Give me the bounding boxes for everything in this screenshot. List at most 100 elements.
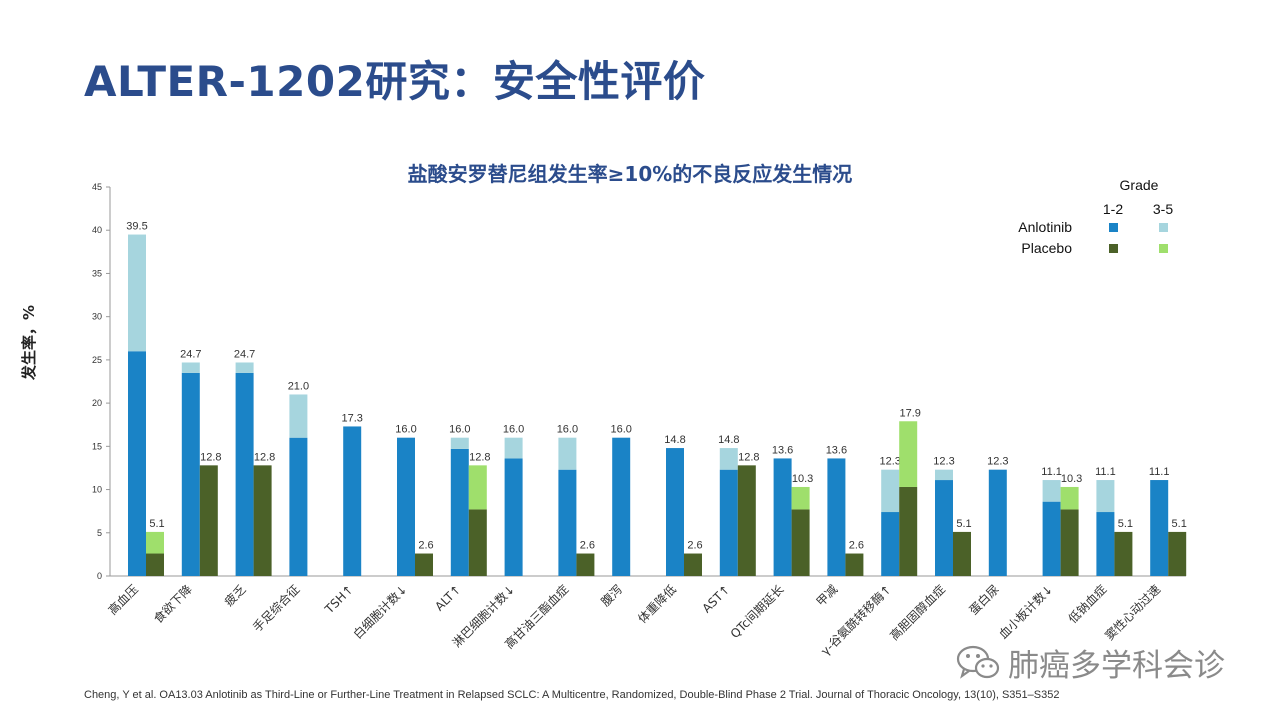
legend-swatch [1109,244,1118,253]
bar-anlotinib-grade-1-2 [128,351,146,576]
y-tick-label: 45 [92,182,102,192]
data-label-placebo: 12.8 [738,451,759,463]
bar-anlotinib-grade-3-5 [235,362,254,373]
bar-placebo-grade-1-2 [576,553,595,576]
bar-placebo-grade-3-5 [791,486,810,510]
bar-anlotinib-grade-1-2 [235,372,254,576]
category-label: 甲减 [814,582,841,609]
y-tick-label: 35 [92,268,102,278]
bar-anlotinib-grade-1-2 [558,469,577,576]
bar-placebo-grade-1-2 [737,465,756,576]
bar-placebo-grade-1-2 [1168,531,1187,576]
data-label-placebo: 2.6 [580,540,595,552]
data-label-anlotinib: 16.0 [503,424,524,436]
category-label: TSH↑ [322,582,357,617]
watermark: 肺癌多学科会诊 [956,640,1225,685]
category-label: 高血压 [105,582,141,618]
legend-column-label: 3-5 [1153,201,1173,217]
bar-anlotinib-grade-1-2 [1096,512,1115,576]
bar-anlotinib-grade-3-5 [128,234,146,352]
data-label-anlotinib: 12.3 [987,456,1008,468]
bar-placebo-grade-1-2 [684,553,702,576]
data-label-anlotinib: 12.3 [879,456,900,468]
data-label-anlotinib: 11.1 [1041,466,1062,478]
y-tick-label: 25 [92,355,102,365]
category-label: 白细胞计数↓ [350,582,410,642]
y-tick-label: 5 [97,528,102,538]
category-label: 体重降低 [635,582,679,626]
bar-anlotinib-grade-1-2 [181,372,200,576]
bar-placebo-grade-1-2 [146,553,164,576]
y-tick-label: 20 [92,398,102,408]
citation: Cheng, Y et al. OA13.03 Anlotinib as Thi… [84,689,1060,701]
data-label-anlotinib: 39.5 [126,221,147,233]
bar-anlotinib-grade-3-5 [935,469,953,481]
data-label-anlotinib: 16.0 [395,424,416,436]
bar-anlotinib-grade-3-5 [558,437,577,470]
watermark-text: 肺癌多学科会诊 [1008,648,1225,684]
data-label-anlotinib: 11.1 [1095,466,1116,478]
data-label-anlotinib: 13.6 [772,444,793,456]
data-label-placebo: 2.6 [687,540,702,552]
bar-placebo-grade-1-2 [199,465,218,576]
bar-anlotinib-grade-3-5 [1096,480,1115,513]
data-label-anlotinib: 24.7 [234,348,255,360]
category-label: 血小板计数↓ [995,582,1055,642]
bar-anlotinib-grade-1-2 [988,469,1007,576]
bar-anlotinib-grade-3-5 [1042,480,1061,502]
data-label-anlotinib: 24.7 [180,348,201,360]
category-label: 蛋白尿 [966,582,1002,618]
bar-anlotinib-grade-1-2 [827,458,846,576]
data-label-placebo: 5.1 [149,518,164,530]
legend-swatch [1109,223,1118,232]
data-label-placebo: 12.8 [200,451,221,463]
category-label: ALT↑ [432,582,464,614]
category-label: AST↑ [699,582,732,615]
category-label: 窦性心动过速 [1102,582,1163,643]
bar-placebo-grade-3-5 [1060,486,1079,510]
category-label: 疲乏 [221,582,249,610]
y-tick-label: 30 [92,312,102,322]
y-tick-label: 40 [92,225,102,235]
legend-swatch [1159,223,1168,232]
legend-column-label: 1-2 [1103,201,1123,217]
chart-title: 盐酸安罗替尼组发生率≥10%的不良反应发生情况 [407,162,853,186]
bar-anlotinib-grade-3-5 [881,469,900,513]
data-label-placebo: 5.1 [1118,518,1133,530]
category-label: 食欲下降 [150,582,195,627]
bar-placebo-grade-1-2 [953,531,971,576]
data-label-anlotinib: 21.0 [288,380,309,392]
data-label-placebo: 5.1 [1172,518,1187,530]
bar-placebo-grade-1-2 [1060,509,1079,576]
data-label-placebo: 10.3 [792,473,813,485]
legend-series-label: Placebo [1021,240,1072,256]
category-label: QTc间期延长 [728,582,787,641]
data-label-anlotinib: 12.3 [933,456,954,468]
data-label-placebo: 12.8 [254,451,275,463]
category-label: 低钠血症 [1065,582,1110,627]
bar-anlotinib-grade-1-2 [612,437,631,576]
bar-anlotinib-grade-1-2 [504,458,523,576]
y-tick-label: 15 [92,441,102,451]
bar-placebo-grade-3-5 [146,531,164,554]
data-label-placebo: 12.8 [469,451,490,463]
bar-anlotinib-grade-1-2 [881,512,900,576]
bar-anlotinib-grade-1-2 [935,480,953,576]
bar-placebo-grade-3-5 [899,421,918,487]
bar-anlotinib-grade-3-5 [289,394,308,438]
legend-swatch [1159,244,1168,253]
bar-anlotinib-grade-1-2 [450,448,469,576]
data-label-anlotinib: 17.3 [341,412,362,424]
wechat-icon [956,645,1000,679]
bar-anlotinib-grade-1-2 [1150,480,1169,576]
bar-anlotinib-grade-3-5 [504,437,523,459]
bar-placebo-grade-1-2 [899,486,918,576]
slide-title: ALTER-1202研究：安全性评价 [84,57,706,106]
bar-anlotinib-grade-1-2 [719,469,738,576]
data-label-placebo: 2.6 [849,540,864,552]
data-label-anlotinib: 13.6 [826,444,847,456]
bar-anlotinib-grade-3-5 [719,448,738,470]
bar-placebo-grade-1-2 [845,553,864,576]
data-label-placebo: 10.3 [1061,473,1082,485]
